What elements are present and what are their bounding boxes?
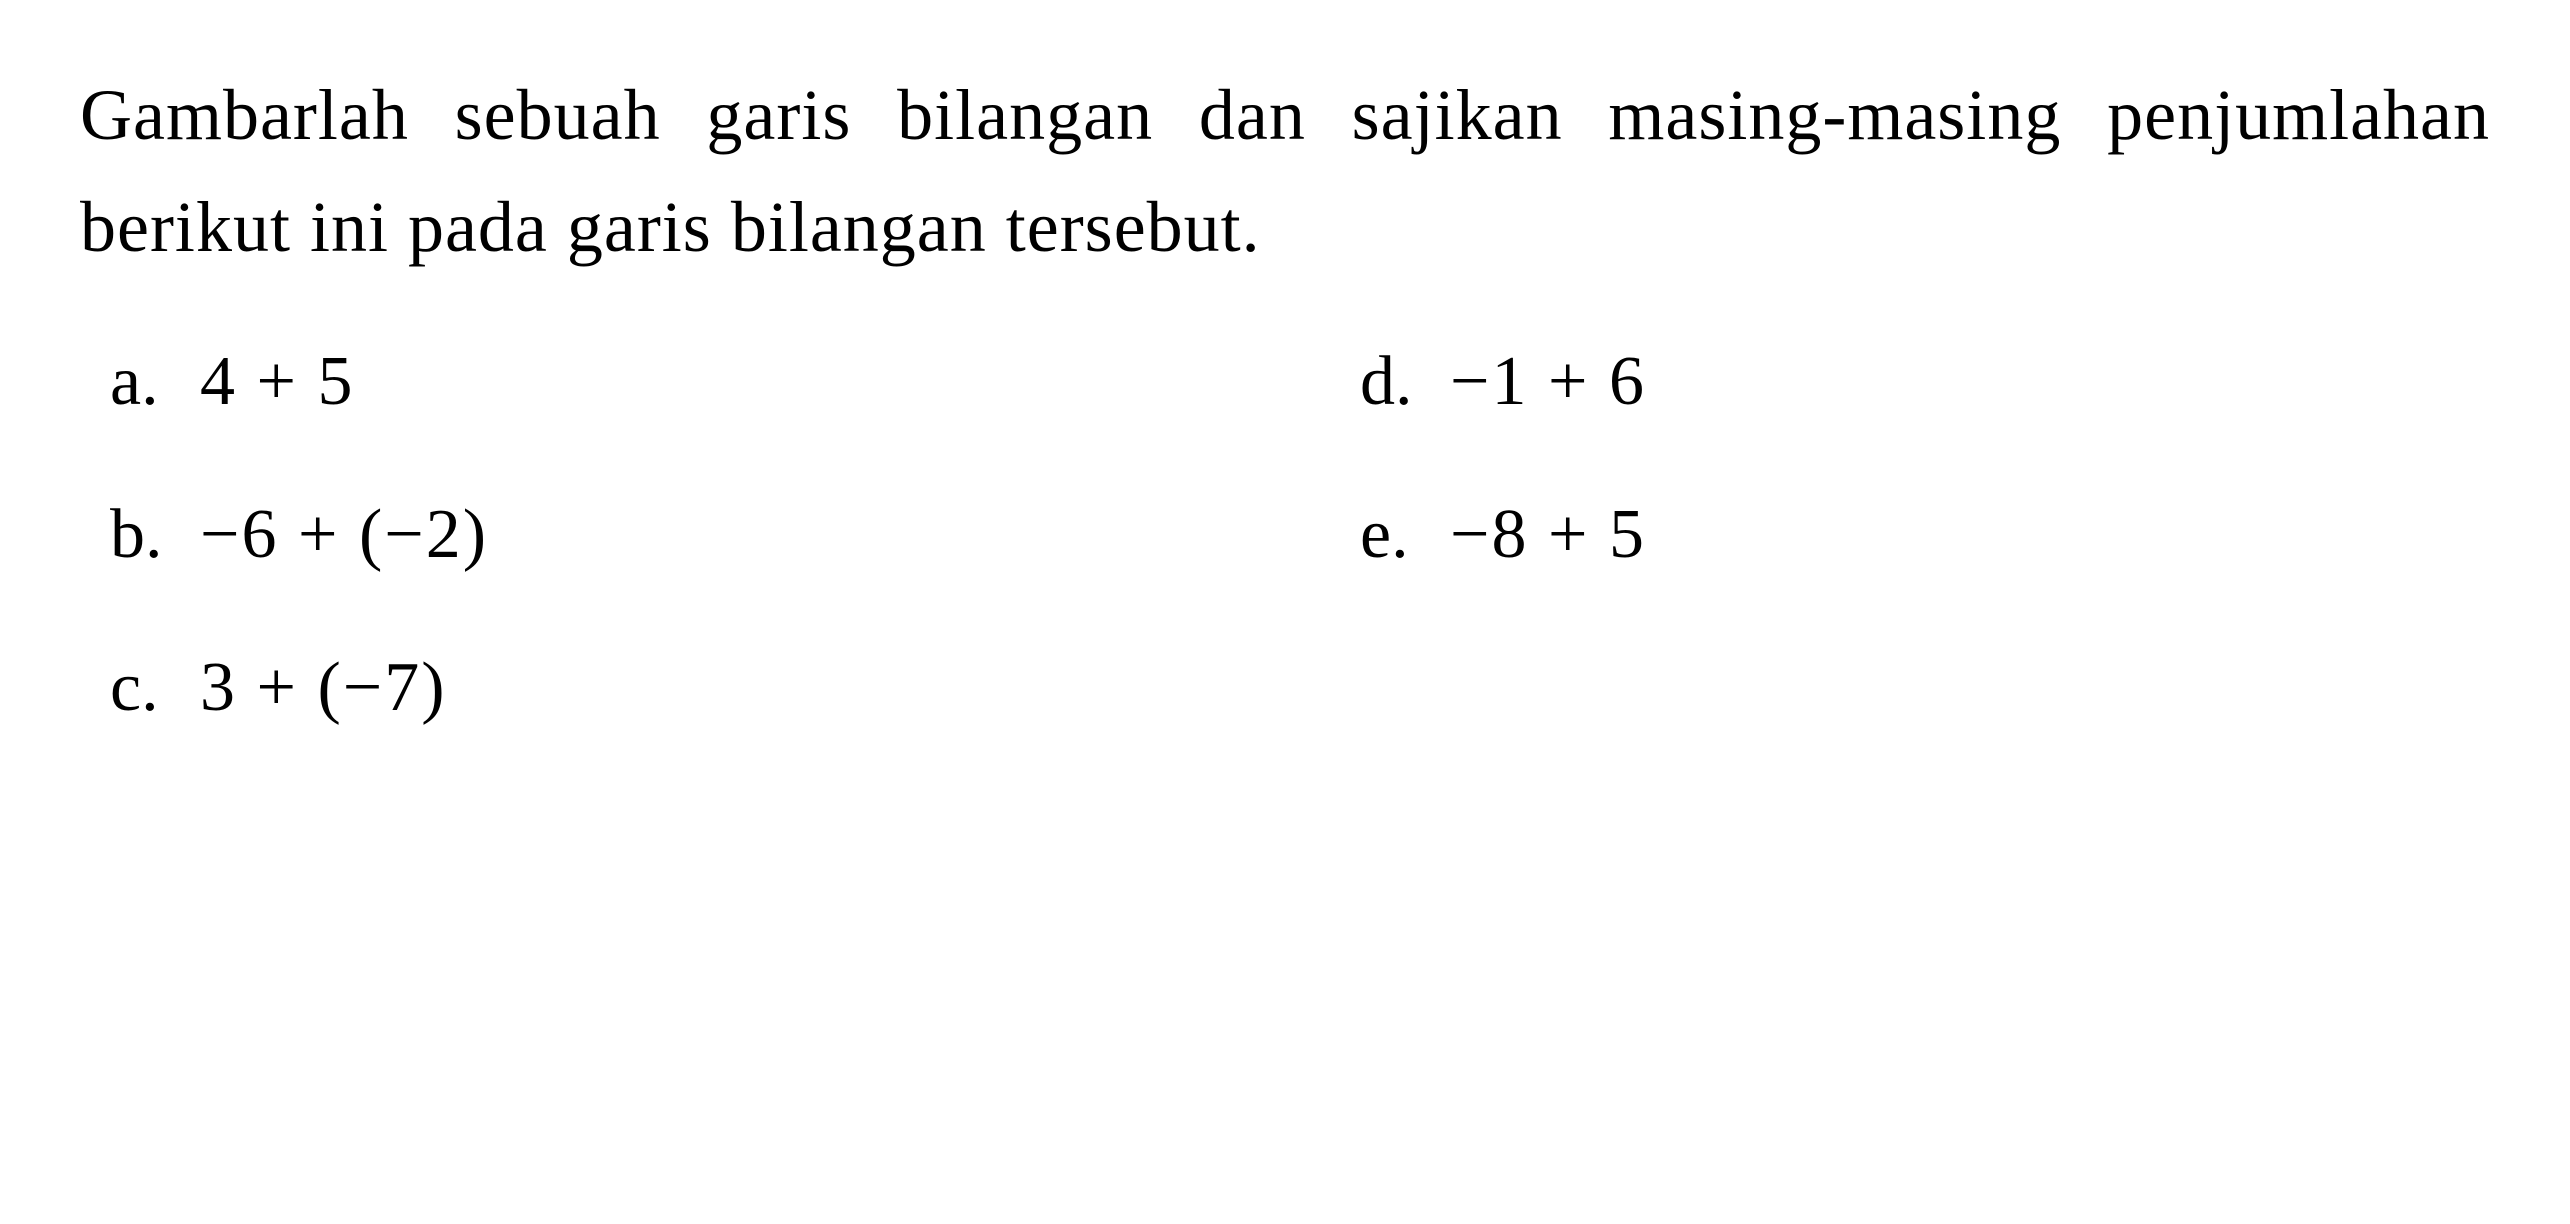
problem-c-expression: 3 + (−7) bbox=[200, 639, 447, 737]
problem-d-label: d. bbox=[1360, 333, 1450, 431]
problem-a: a. 4 + 5 bbox=[110, 333, 1240, 431]
problem-a-expression: 4 + 5 bbox=[200, 333, 354, 431]
problem-a-label: a. bbox=[110, 333, 200, 431]
instruction-text: Gambarlah sebuah garis bilangan dan saji… bbox=[80, 60, 2490, 283]
problem-e: e. −8 + 5 bbox=[1360, 486, 2490, 584]
problem-d: d. −1 + 6 bbox=[1360, 333, 2490, 431]
problem-b-label: b. bbox=[110, 486, 200, 584]
problem-e-label: e. bbox=[1360, 486, 1450, 584]
problem-b-expression: −6 + (−2) bbox=[200, 486, 488, 584]
problem-c: c. 3 + (−7) bbox=[110, 639, 1240, 737]
problem-d-expression: −1 + 6 bbox=[1450, 333, 1646, 431]
problem-e-expression: −8 + 5 bbox=[1450, 486, 1646, 584]
problem-list: a. 4 + 5 d. −1 + 6 b. −6 + (−2) e. −8 + … bbox=[80, 333, 2490, 737]
problem-c-label: c. bbox=[110, 639, 200, 737]
problem-b: b. −6 + (−2) bbox=[110, 486, 1240, 584]
